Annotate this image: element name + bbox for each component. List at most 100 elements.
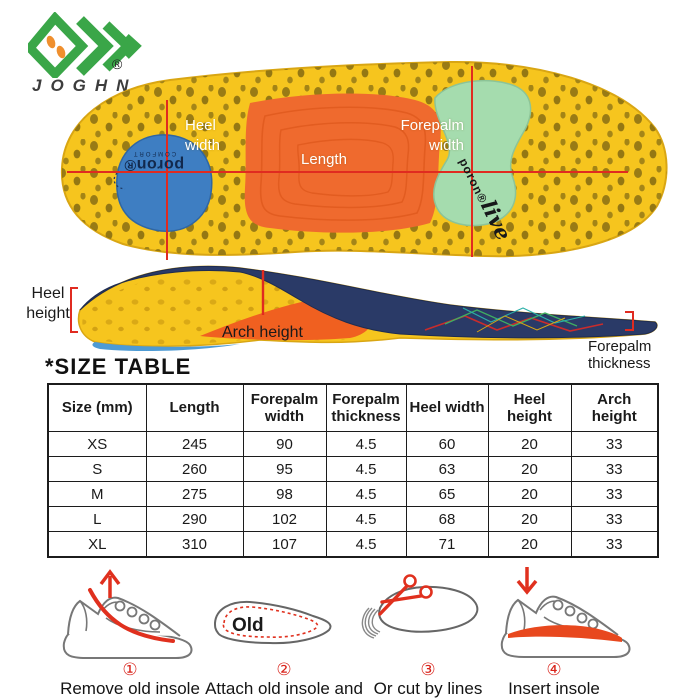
inserted-insole bbox=[508, 625, 622, 642]
table-cell: 65 bbox=[405, 481, 489, 507]
table-cell: 33 bbox=[570, 456, 659, 482]
table-cell: L bbox=[47, 506, 147, 532]
table-row: M 275 98 4.5 65 20 33 bbox=[47, 481, 659, 507]
step3-cut-by-lines-illustration bbox=[361, 574, 479, 639]
scissors-handle bbox=[403, 574, 417, 588]
table-cell: 63 bbox=[405, 456, 489, 482]
heel-counter-line bbox=[79, 600, 88, 632]
logo-chevron bbox=[76, 16, 114, 76]
table-cell: 33 bbox=[570, 481, 659, 507]
table-cell: 260 bbox=[145, 456, 244, 482]
step3-number: ③ bbox=[420, 660, 436, 679]
table-row: S 260 95 4.5 63 20 33 bbox=[47, 456, 659, 482]
table-cell: 33 bbox=[570, 431, 659, 457]
side-blue-base bbox=[92, 342, 240, 352]
registered-mark: ® bbox=[112, 56, 123, 72]
stack-layer bbox=[364, 607, 377, 637]
arch-height-label: Arch height bbox=[222, 324, 303, 341]
arch-support-pad bbox=[244, 93, 441, 233]
lace-eyelet bbox=[149, 619, 161, 631]
poron-blue-branding: poron® COMFORT bbox=[118, 150, 190, 173]
step1-caption: Remove old insole bbox=[60, 679, 200, 698]
col-header-size: Size (mm) bbox=[47, 383, 147, 432]
pad-contour bbox=[297, 138, 394, 197]
step4-number: ④ bbox=[546, 660, 562, 679]
table-cell: 33 bbox=[570, 531, 659, 558]
heel-gel-pad bbox=[116, 134, 213, 232]
table-cell: XL bbox=[47, 531, 147, 558]
mesh-line bbox=[462, 307, 586, 324]
old-insole-outline bbox=[213, 600, 332, 645]
table-cell: 20 bbox=[487, 431, 572, 457]
brand-name: JOGHN bbox=[32, 76, 138, 95]
table-header-row: Size (mm) Length Forepalm width Forepalm… bbox=[47, 383, 659, 432]
table-row: L 290 102 4.5 68 20 33 bbox=[47, 506, 659, 532]
table-cell: 20 bbox=[487, 481, 572, 507]
heel-counter-line bbox=[517, 599, 526, 631]
table-cell: 95 bbox=[242, 456, 327, 482]
table-cell: S bbox=[47, 456, 147, 482]
table-cell: 20 bbox=[487, 456, 572, 482]
table-cell: 20 bbox=[487, 531, 572, 558]
table-cell: 4.5 bbox=[325, 506, 407, 532]
table-cell: 33 bbox=[570, 506, 659, 532]
col-header-length: Length bbox=[145, 383, 244, 432]
cut-line-dashed bbox=[222, 606, 319, 638]
step1-remove-insole-illustration bbox=[62, 569, 193, 659]
step2-old-insole-illustration: Old bbox=[213, 600, 332, 645]
step1-number: ① bbox=[122, 660, 138, 679]
lace-eyelet bbox=[576, 612, 588, 624]
insole-outline bbox=[378, 585, 479, 633]
heel-width-label: Heel width bbox=[185, 117, 221, 155]
heel-height-label: Heel height bbox=[26, 285, 70, 322]
table-row: XL 310 107 4.5 71 20 33 bbox=[47, 531, 659, 558]
insole-side-view bbox=[70, 265, 658, 352]
col-header-heel-width: Heel width bbox=[405, 383, 489, 432]
forefoot-gel-pad bbox=[433, 79, 532, 227]
up-arrow-head bbox=[99, 569, 121, 586]
side-navy-top bbox=[79, 265, 658, 339]
table-cell: 20 bbox=[487, 506, 572, 532]
forepalm-width-label: Forepalm width bbox=[400, 117, 464, 155]
forepalm-thickness-bracket bbox=[625, 311, 634, 331]
heel-height-bracket bbox=[70, 287, 78, 333]
lace-eyelet bbox=[138, 613, 150, 625]
step2-number: ② bbox=[276, 660, 292, 679]
col-header-forepalm-thickness: Forepalm thickness bbox=[325, 383, 407, 432]
col-header-forepalm-width: Forepalm width bbox=[242, 383, 327, 432]
table-cell: 4.5 bbox=[325, 481, 407, 507]
table-cell: 4.5 bbox=[325, 431, 407, 457]
size-table: Size (mm) Length Forepalm width Forepalm… bbox=[47, 383, 659, 558]
table-cell: XS bbox=[47, 431, 147, 457]
brand-logo-chevrons bbox=[28, 12, 142, 78]
logo-chevron-small bbox=[123, 34, 142, 59]
table-cell: 245 bbox=[145, 431, 244, 457]
table-cell: 275 bbox=[145, 481, 244, 507]
table-cell: 68 bbox=[405, 506, 489, 532]
lace-eyelet bbox=[552, 599, 564, 611]
step4-caption: Insert insole bbox=[508, 679, 600, 698]
step3-caption: Or cut by lines bbox=[373, 679, 483, 698]
lace-eyelet bbox=[114, 600, 126, 612]
stack-layer bbox=[371, 609, 381, 633]
col-header-arch-height: Arch height bbox=[570, 383, 659, 432]
pad-contour bbox=[277, 122, 410, 209]
scissors-blade bbox=[380, 594, 423, 604]
table-cell: 60 bbox=[405, 431, 489, 457]
footprint-icon bbox=[46, 35, 56, 49]
mesh-line bbox=[444, 309, 578, 327]
poron-swoosh bbox=[113, 172, 126, 190]
table-cell: 4.5 bbox=[325, 456, 407, 482]
step4-insert-insole-illustration bbox=[500, 567, 631, 658]
table-cell: 90 bbox=[242, 431, 327, 457]
table-cell: 4.5 bbox=[325, 531, 407, 558]
mesh-line bbox=[476, 315, 566, 333]
stack-layer bbox=[367, 608, 379, 635]
lace-eyelet bbox=[126, 606, 138, 618]
down-arrow-head bbox=[516, 579, 538, 595]
table-cell: 107 bbox=[242, 531, 327, 558]
step2-caption: Attach old insole and cut bbox=[205, 679, 363, 700]
logo-diamond bbox=[28, 12, 89, 78]
scissors-handle bbox=[419, 585, 433, 599]
